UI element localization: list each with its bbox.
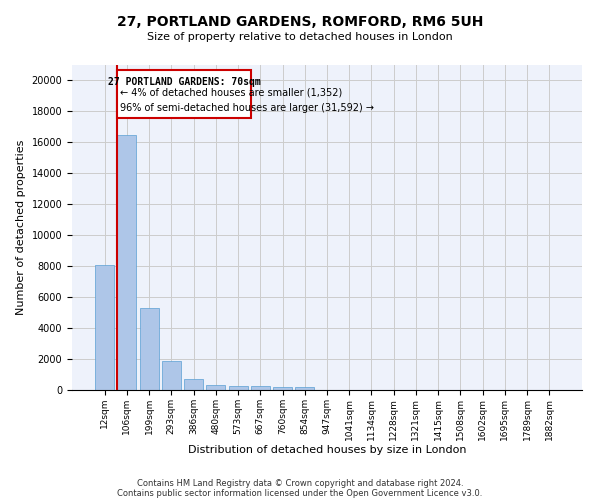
Bar (229, 386, 248, 390)
X-axis label: Distribution of detached houses by size in London: Distribution of detached houses by size … (188, 446, 466, 456)
Bar (140, 308, 158, 390)
Bar (162, 362, 181, 390)
Bar (295, 388, 314, 390)
Text: Contains HM Land Registry data © Crown copyright and database right 2024.: Contains HM Land Registry data © Crown c… (137, 478, 463, 488)
Text: ← 4% of detached houses are smaller (1,352): ← 4% of detached houses are smaller (1,3… (120, 87, 342, 97)
Bar (206, 384, 225, 390)
Text: 96% of semi-detached houses are larger (31,592) →: 96% of semi-detached houses are larger (… (120, 104, 374, 114)
FancyBboxPatch shape (118, 70, 251, 117)
Bar (251, 386, 270, 390)
Text: Contains public sector information licensed under the Open Government Licence v3: Contains public sector information licen… (118, 488, 482, 498)
Y-axis label: Number of detached properties: Number of detached properties (16, 140, 26, 315)
Bar (273, 387, 292, 390)
Text: Size of property relative to detached houses in London: Size of property relative to detached ho… (147, 32, 453, 42)
Bar (95, 264, 114, 390)
Text: 27 PORTLAND GARDENS: 70sqm: 27 PORTLAND GARDENS: 70sqm (108, 76, 261, 86)
Bar (184, 379, 203, 390)
Text: 27, PORTLAND GARDENS, ROMFORD, RM6 5UH: 27, PORTLAND GARDENS, ROMFORD, RM6 5UH (117, 16, 483, 30)
Bar (118, 134, 136, 390)
